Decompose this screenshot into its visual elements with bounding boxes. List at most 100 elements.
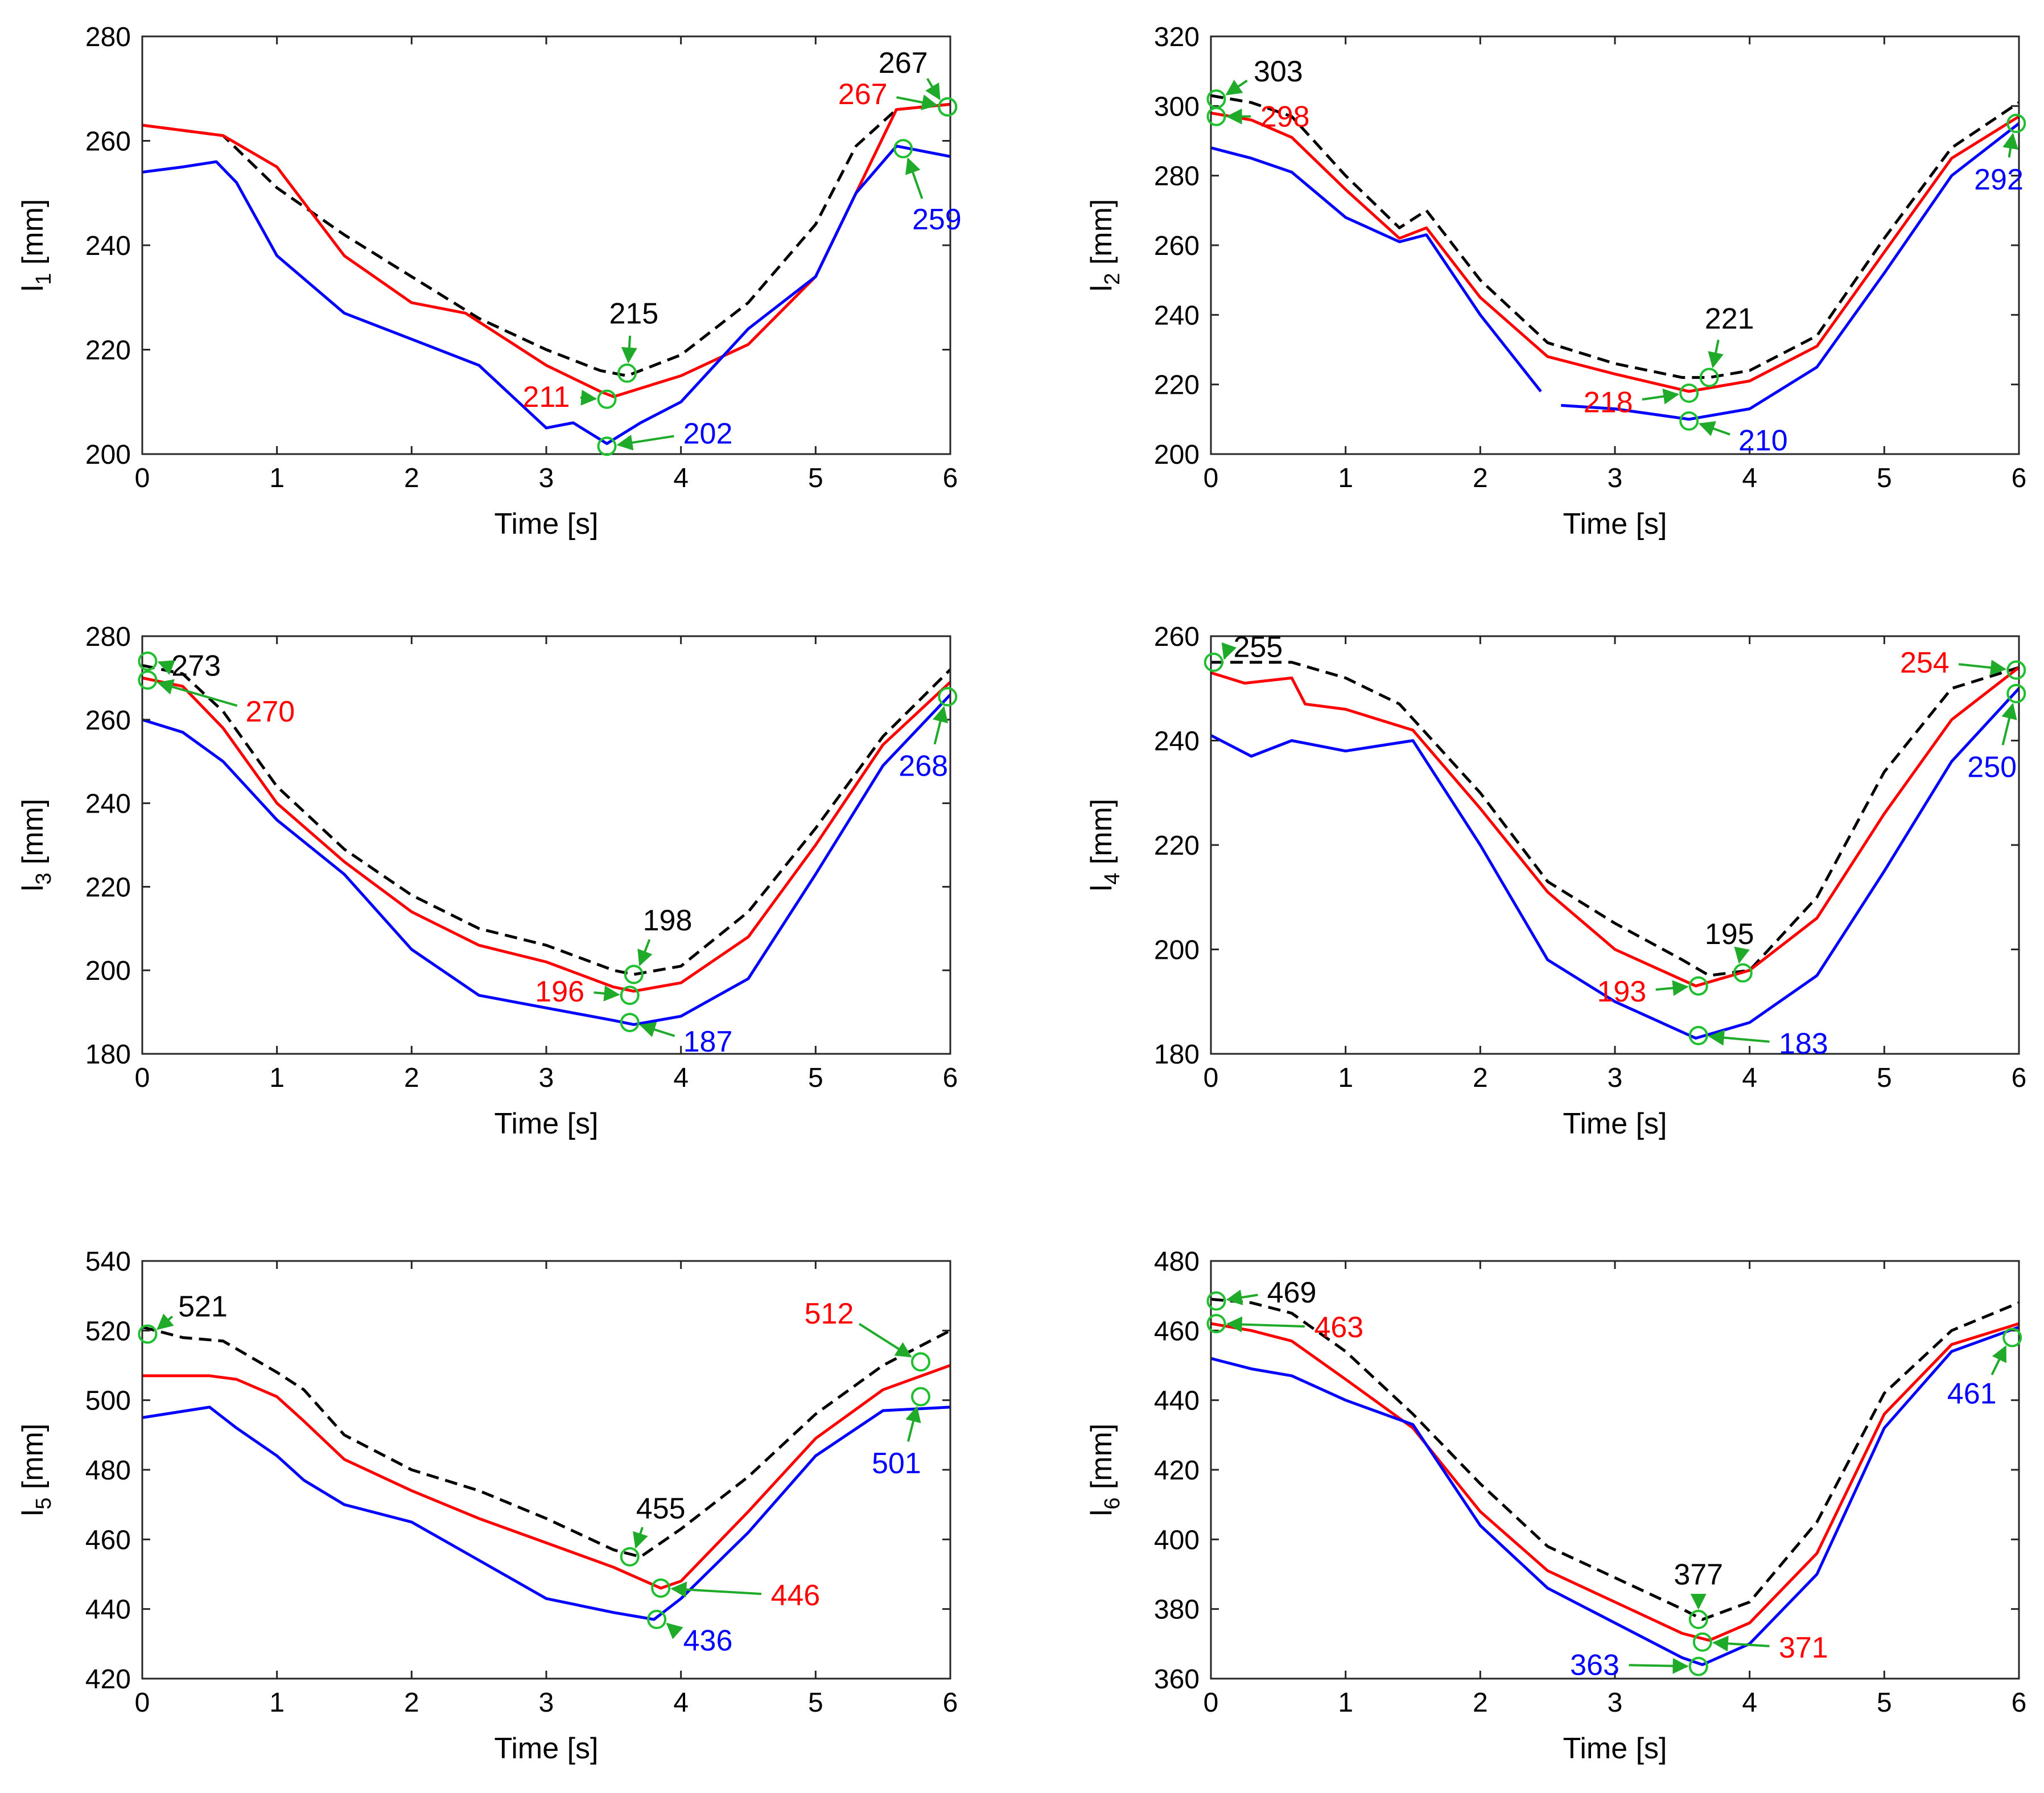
x-tick-label: 1	[269, 1688, 285, 1718]
series-line-blue-2	[1561, 122, 2019, 421]
x-tick-label: 5	[808, 1688, 823, 1718]
annotation-marker	[138, 670, 158, 690]
y-axis-label-unit: [mm]	[1085, 799, 1118, 873]
annotation-arrow	[1642, 388, 1680, 405]
annotation-label: 292	[1974, 163, 2024, 196]
x-tick-label: 5	[1877, 463, 1892, 493]
x-tick-label: 0	[1204, 463, 1219, 493]
annotation-marker	[938, 687, 958, 707]
y-tick-label: 260	[85, 127, 131, 157]
y-axis-label-unit: [mm]	[17, 1424, 50, 1498]
y-axis-label-base: l	[1085, 285, 1118, 292]
y-tick-label: 480	[1154, 1247, 1200, 1277]
annotation-marker	[597, 436, 617, 456]
y-tick-label: 220	[1154, 831, 1200, 861]
annotation-label: 455	[636, 1492, 686, 1525]
annotation-label: 193	[1597, 975, 1646, 1008]
annotation-arrow	[1734, 946, 1750, 964]
x-tick-label: 3	[1608, 1063, 1623, 1093]
series-line-blue	[1211, 1325, 2019, 1666]
annotation-arrow	[932, 706, 949, 745]
annotation-label: 267	[838, 78, 888, 111]
series-line-red	[142, 1364, 950, 1590]
annotation-label: 211	[523, 381, 570, 414]
x-tick-label: 6	[2012, 1063, 2027, 1093]
annotation-marker	[1699, 368, 1719, 388]
annotation-arrow	[639, 1021, 675, 1037]
x-tick-label: 3	[539, 463, 554, 493]
y-axis-label-subscript: 2	[1101, 273, 1124, 285]
y-axis-label-base: l	[17, 285, 50, 292]
y-axis-label-unit: [mm]	[1085, 199, 1118, 273]
annotation-label: 218	[1584, 386, 1633, 419]
annotation-label: 210	[1738, 424, 1788, 457]
annotation-arrow	[925, 78, 941, 101]
annotation-marker	[910, 1387, 930, 1407]
y-tick-label: 240	[1154, 300, 1200, 331]
annotation-marker	[1688, 976, 1708, 996]
annotation-arrow	[905, 1405, 921, 1442]
annotation-arrow	[1225, 79, 1248, 96]
x-tick-label: 6	[943, 1688, 958, 1718]
annotation-label: 521	[178, 1291, 228, 1324]
x-tick-label: 4	[673, 1688, 689, 1718]
annotation-label: 215	[609, 297, 658, 330]
y-axis-label-base: l	[17, 885, 50, 892]
annotation-arrow	[858, 1322, 912, 1358]
x-tick-label: 2	[404, 1063, 419, 1093]
series-line-black-dashed	[142, 1325, 950, 1559]
annotation-label: 268	[899, 750, 948, 783]
annotation-arrow	[156, 1313, 174, 1330]
series-line-blue	[142, 145, 950, 446]
annotation-label: 270	[245, 695, 295, 728]
y-tick-label: 220	[85, 872, 131, 902]
y-tick-label: 280	[85, 22, 131, 52]
annotation-label: 202	[683, 417, 733, 450]
x-tick-label: 4	[1742, 1063, 1757, 1093]
x-tick-label: 2	[1473, 1063, 1488, 1093]
annotation-arrow	[157, 660, 175, 675]
annotation-arrow	[157, 679, 238, 707]
y-tick-label: 540	[85, 1247, 131, 1277]
annotation-marker	[1204, 652, 1223, 672]
y-tick-label: 420	[85, 1664, 131, 1695]
series-line-red	[1211, 1322, 2019, 1642]
annotation-label: 254	[1900, 646, 1950, 679]
x-tick-label: 3	[1608, 1688, 1623, 1718]
x-axis-label: Time [s]	[494, 1107, 599, 1140]
series-line-black-dashed	[142, 663, 950, 976]
annotation-marker	[938, 97, 958, 117]
series-line-black-dashed	[1211, 94, 2019, 379]
annotation-label: 512	[805, 1297, 854, 1330]
annotation-arrow	[2002, 133, 2018, 158]
x-tick-label: 6	[943, 463, 958, 493]
annotation-marker	[2006, 683, 2026, 703]
x-tick-label: 5	[808, 463, 823, 493]
annotation-arrow	[621, 335, 637, 364]
series-line-blue	[142, 694, 950, 1027]
y-tick-label: 180	[1154, 1040, 1200, 1070]
x-axis-label: Time [s]	[494, 1732, 599, 1765]
y-tick-label: 200	[1154, 440, 1200, 470]
y-axis-label: l4 [mm]	[1085, 799, 1124, 892]
y-tick-label: 260	[85, 706, 131, 736]
annotation-marker	[624, 964, 644, 984]
y-tick-label: 200	[85, 440, 131, 470]
y-axis-label-unit: [mm]	[17, 799, 50, 873]
annotation-label: 436	[683, 1625, 733, 1658]
y-tick-label: 220	[1154, 370, 1200, 401]
annotation-arrow	[1708, 1029, 1770, 1046]
y-axis-label: l5 [mm]	[17, 1424, 56, 1516]
annotation-marker	[2006, 113, 2026, 133]
series-line-red	[142, 676, 950, 993]
annotation-arrow	[633, 1527, 648, 1549]
y-tick-label: 220	[85, 336, 131, 366]
y-axis-label-subscript: 3	[32, 873, 56, 885]
series-line-black-dashed	[1211, 661, 2019, 977]
annotation-marker	[910, 1352, 930, 1372]
annotation-marker	[893, 139, 913, 159]
y-tick-label: 440	[85, 1595, 131, 1625]
annotation-marker	[138, 1324, 158, 1344]
